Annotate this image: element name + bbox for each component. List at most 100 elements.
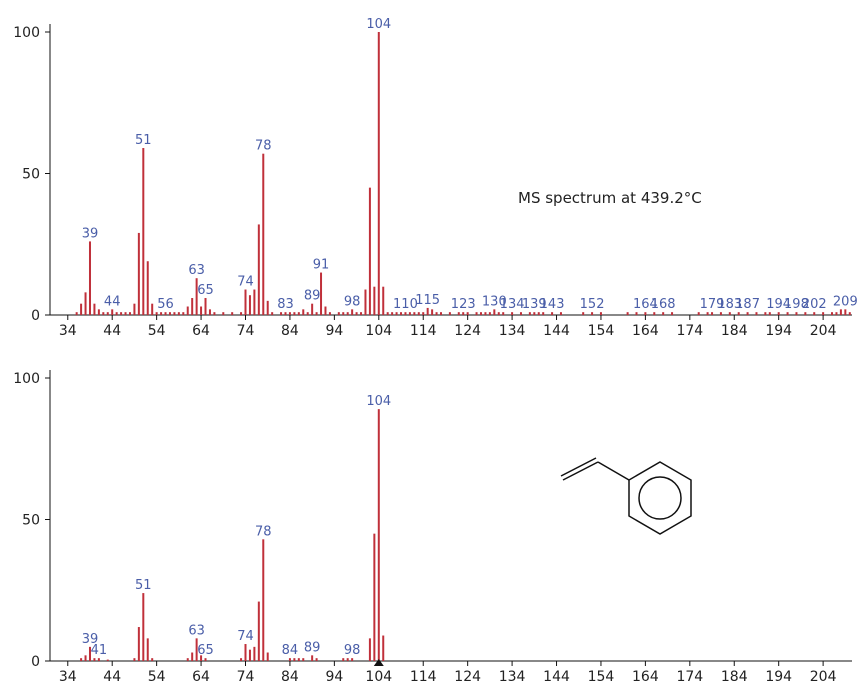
x-tick-label: 44 (103, 323, 121, 339)
peak (102, 312, 105, 315)
peak (137, 627, 140, 661)
peak (635, 312, 638, 315)
peak-label: 84 (282, 643, 299, 658)
peak (435, 312, 438, 315)
peak (262, 539, 265, 661)
peak (644, 312, 647, 315)
peak-label: 63 (188, 623, 205, 638)
peak (364, 289, 367, 315)
peak (151, 303, 154, 315)
peak (302, 658, 305, 661)
peak (448, 312, 451, 315)
peak (88, 646, 91, 661)
peak (719, 312, 722, 315)
peak-label: 202 (802, 297, 827, 312)
peak-label: 134 (500, 297, 525, 312)
peak (346, 312, 349, 315)
peak (653, 312, 656, 315)
peak (186, 658, 189, 661)
peak (475, 312, 478, 315)
peak (200, 306, 203, 315)
peak-label: 139 (522, 297, 547, 312)
peak (373, 533, 376, 661)
peak (200, 655, 203, 661)
x-tick-label: 124 (454, 669, 481, 685)
x-tick-label: 184 (721, 323, 748, 339)
peak (706, 312, 709, 315)
x-tick-label: 94 (325, 323, 343, 339)
peak (768, 312, 771, 315)
peak (213, 312, 216, 315)
peak (542, 312, 545, 315)
y-tick-label: 0 (31, 654, 40, 670)
peak (320, 272, 323, 315)
peak (528, 312, 531, 315)
peak (253, 646, 256, 661)
x-tick-label: 64 (192, 669, 210, 685)
peak-label: 44 (104, 294, 121, 309)
peak (142, 593, 145, 661)
peak (337, 312, 340, 315)
peak (186, 306, 189, 315)
peak (244, 289, 247, 315)
peak (302, 309, 305, 315)
peak (786, 312, 789, 315)
peak-label: 209 (833, 294, 858, 309)
peak (80, 658, 83, 661)
peak (111, 309, 114, 315)
peak-label: 179 (700, 297, 725, 312)
x-tick-label: 34 (59, 669, 77, 685)
peak (804, 312, 807, 315)
peak (288, 658, 291, 661)
peak (671, 312, 674, 315)
x-tick-label: 114 (410, 669, 437, 685)
peak (493, 309, 496, 315)
peak (559, 312, 562, 315)
peak (297, 312, 300, 315)
peak-label: 104 (366, 394, 391, 409)
peak-label: 194 (766, 297, 791, 312)
annotation: MS spectrum at 439.2°C (518, 189, 702, 207)
peak (440, 312, 443, 315)
peak (408, 312, 411, 315)
peak (93, 658, 96, 661)
peak (297, 658, 300, 661)
peak-label: 65 (197, 643, 214, 658)
peak (368, 638, 371, 661)
y-tick-label: 100 (13, 25, 40, 41)
x-tick-label: 124 (454, 323, 481, 339)
x-tick-label: 204 (810, 669, 837, 685)
peak (479, 312, 482, 315)
peak-label: 63 (188, 263, 205, 278)
x-tick-label: 174 (676, 323, 703, 339)
x-tick-label: 184 (721, 669, 748, 685)
x-tick-label: 194 (765, 323, 792, 339)
x-tick-label: 74 (237, 323, 255, 339)
peak-label: 98 (344, 294, 361, 309)
peak (293, 312, 296, 315)
peak-label: 143 (540, 297, 565, 312)
x-tick-label: 114 (410, 323, 437, 339)
peak (342, 312, 345, 315)
x-tick-label: 154 (588, 669, 615, 685)
y-tick-label: 50 (22, 167, 40, 183)
peak (831, 312, 834, 315)
peak (848, 312, 851, 315)
peak (288, 312, 291, 315)
peak (204, 298, 207, 315)
peak (84, 292, 87, 315)
peak (711, 312, 714, 315)
peak (257, 224, 260, 315)
x-tick-label: 154 (588, 323, 615, 339)
peak (324, 306, 327, 315)
x-tick-label: 104 (365, 669, 392, 685)
peak-label: 115 (415, 293, 440, 308)
x-tick-label: 194 (765, 669, 792, 685)
peak (137, 232, 140, 315)
peak (360, 312, 363, 315)
peak-label: 164 (633, 297, 658, 312)
peak (755, 312, 758, 315)
peak (97, 658, 100, 661)
peak (106, 312, 109, 315)
